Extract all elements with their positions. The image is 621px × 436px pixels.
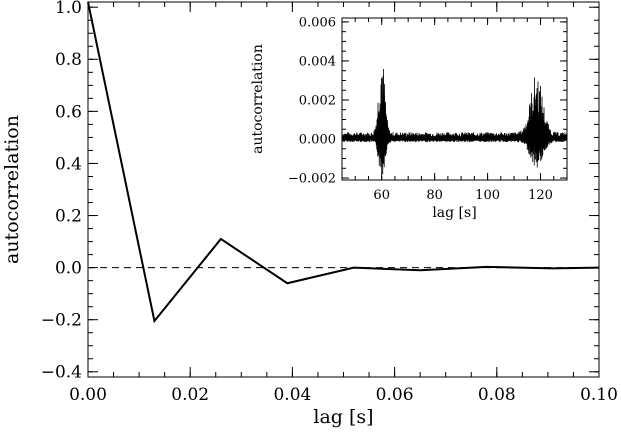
main-x-tick-label: 0.10	[580, 385, 618, 405]
inset-plot-frame	[341, 17, 568, 181]
main-y-tick-label: 0.8	[55, 50, 82, 70]
main-autocorrelation-line	[87, 1, 600, 324]
main-y-tick-label: 0.4	[55, 154, 82, 174]
inset-y-tick-label: 0.000	[299, 133, 336, 148]
inset-y-tick-label: 0.002	[299, 94, 336, 109]
main-x-tick-label: 0.00	[69, 385, 107, 405]
main-y-tick-label: 0.0	[55, 259, 82, 279]
inset-y-tick-label: 0.004	[299, 54, 336, 69]
main-y-tick-label: −0.2	[41, 311, 82, 331]
inset-x-tick-label: 60	[373, 188, 390, 203]
main-y-tick-label: 0.2	[55, 206, 82, 226]
inset-x-tick-label: 80	[426, 188, 443, 203]
inset-x-tick-label: 100	[475, 188, 500, 203]
main-y-tick-label: 1.0	[55, 0, 82, 18]
inset-x-axis-label: lag [s]	[432, 205, 476, 221]
inset-plot: 60 80 100 120 −0.002 0.000 0.002 0.004 0.006 lag …	[250, 15, 568, 221]
inset-y-tick-label: −0.002	[288, 172, 336, 187]
inset-x-tick-label: 120	[528, 188, 553, 203]
main-x-tick-label: 0.02	[171, 385, 209, 405]
inset-autocorrelation-line	[341, 69, 568, 175]
main-y-axis-label: autocorrelation	[1, 115, 23, 264]
main-y-tick-label: 0.6	[55, 102, 82, 122]
main-x-axis-label: lag [s]	[313, 406, 373, 428]
main-x-tick-label: 0.04	[273, 385, 311, 405]
main-x-tick-label: 0.08	[478, 385, 516, 405]
inset-y-tick-label: 0.006	[299, 15, 336, 30]
inset-y-axis-label: autocorrelation	[250, 44, 266, 154]
main-x-tick-label: 0.06	[376, 385, 414, 405]
main-y-tick-label: −0.4	[41, 363, 82, 383]
